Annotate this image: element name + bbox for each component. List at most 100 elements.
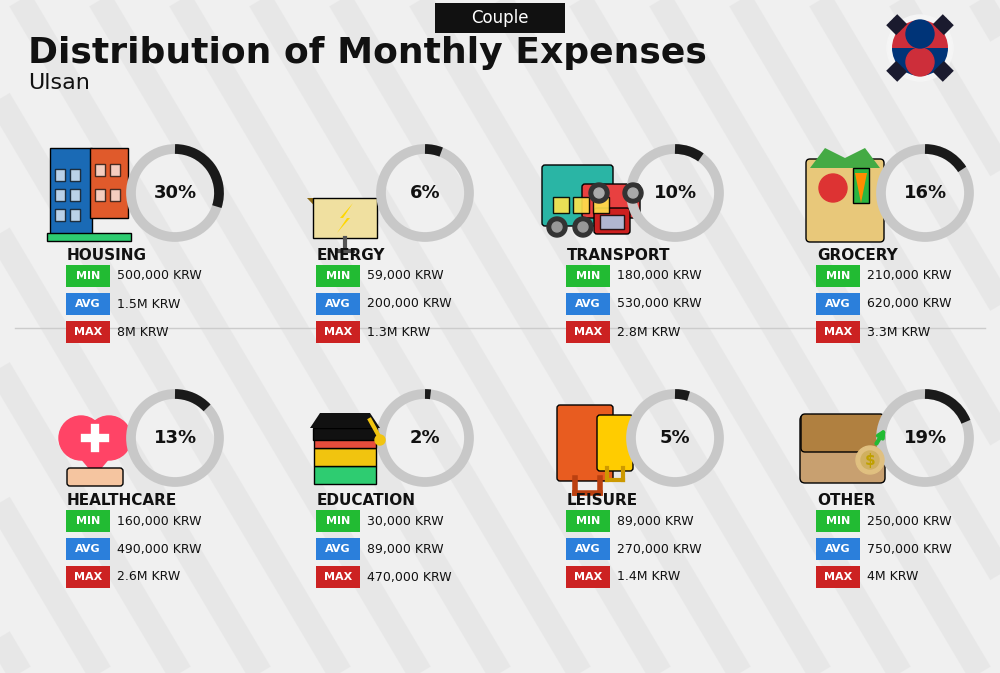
Text: 500,000 KRW: 500,000 KRW: [117, 269, 202, 283]
FancyBboxPatch shape: [566, 510, 610, 532]
Text: 1.4M KRW: 1.4M KRW: [617, 571, 680, 583]
Text: 470,000 KRW: 470,000 KRW: [367, 571, 452, 583]
Circle shape: [547, 217, 567, 237]
FancyBboxPatch shape: [801, 414, 884, 452]
Text: 8M KRW: 8M KRW: [117, 326, 168, 339]
FancyBboxPatch shape: [557, 405, 613, 481]
Text: 3.3M KRW: 3.3M KRW: [867, 326, 930, 339]
Polygon shape: [307, 198, 383, 238]
Text: Ulsan: Ulsan: [28, 73, 90, 93]
FancyBboxPatch shape: [600, 215, 624, 229]
Polygon shape: [855, 173, 867, 203]
FancyBboxPatch shape: [314, 430, 376, 448]
Text: MIN: MIN: [326, 516, 350, 526]
Text: MAX: MAX: [324, 327, 352, 337]
Text: 1.5M KRW: 1.5M KRW: [117, 297, 180, 310]
Text: 620,000 KRW: 620,000 KRW: [867, 297, 952, 310]
Text: MIN: MIN: [576, 271, 600, 281]
FancyBboxPatch shape: [816, 566, 860, 588]
Text: 30,000 KRW: 30,000 KRW: [367, 514, 444, 528]
Text: MAX: MAX: [74, 572, 102, 582]
Text: 2.6M KRW: 2.6M KRW: [117, 571, 180, 583]
Text: HOUSING: HOUSING: [67, 248, 147, 263]
Circle shape: [578, 222, 588, 232]
FancyBboxPatch shape: [66, 293, 110, 315]
Text: MAX: MAX: [74, 327, 102, 337]
Circle shape: [861, 451, 879, 469]
Circle shape: [59, 416, 103, 460]
Text: MAX: MAX: [574, 327, 602, 337]
Text: AVG: AVG: [825, 544, 851, 554]
FancyBboxPatch shape: [816, 538, 860, 560]
FancyBboxPatch shape: [95, 164, 105, 176]
FancyBboxPatch shape: [316, 510, 360, 532]
FancyBboxPatch shape: [316, 538, 360, 560]
Text: 19%: 19%: [903, 429, 947, 447]
Text: ENERGY: ENERGY: [317, 248, 386, 263]
Text: 89,000 KRW: 89,000 KRW: [367, 542, 444, 555]
FancyBboxPatch shape: [566, 293, 610, 315]
FancyBboxPatch shape: [66, 538, 110, 560]
FancyBboxPatch shape: [316, 566, 360, 588]
Text: 2.8M KRW: 2.8M KRW: [617, 326, 680, 339]
Text: GROCERY: GROCERY: [817, 248, 898, 263]
FancyBboxPatch shape: [816, 265, 860, 287]
FancyBboxPatch shape: [55, 209, 65, 221]
Text: AVG: AVG: [575, 544, 601, 554]
Text: 210,000 KRW: 210,000 KRW: [867, 269, 952, 283]
Circle shape: [856, 446, 884, 474]
Text: 16%: 16%: [903, 184, 947, 202]
Text: MIN: MIN: [326, 271, 350, 281]
FancyBboxPatch shape: [55, 169, 65, 181]
Circle shape: [573, 217, 593, 237]
Text: LEISURE: LEISURE: [567, 493, 638, 508]
Text: MAX: MAX: [824, 327, 852, 337]
Text: HEALTHCARE: HEALTHCARE: [67, 493, 177, 508]
Text: 160,000 KRW: 160,000 KRW: [117, 514, 202, 528]
Text: 180,000 KRW: 180,000 KRW: [617, 269, 702, 283]
Text: MIN: MIN: [576, 516, 600, 526]
Text: MIN: MIN: [76, 271, 100, 281]
FancyBboxPatch shape: [90, 148, 128, 218]
FancyBboxPatch shape: [110, 189, 120, 201]
Text: AVG: AVG: [325, 299, 351, 309]
Circle shape: [819, 174, 847, 202]
Circle shape: [589, 183, 609, 203]
FancyBboxPatch shape: [435, 3, 565, 33]
Text: 5%: 5%: [660, 429, 690, 447]
FancyBboxPatch shape: [594, 208, 630, 234]
Text: AVG: AVG: [75, 544, 101, 554]
FancyBboxPatch shape: [50, 148, 92, 238]
Text: MAX: MAX: [574, 572, 602, 582]
FancyBboxPatch shape: [597, 415, 633, 471]
FancyBboxPatch shape: [55, 189, 65, 201]
Text: 30%: 30%: [153, 184, 197, 202]
FancyBboxPatch shape: [66, 321, 110, 343]
Polygon shape: [310, 413, 380, 428]
FancyBboxPatch shape: [313, 428, 377, 440]
Circle shape: [87, 416, 131, 460]
Text: EDUCATION: EDUCATION: [317, 493, 416, 508]
Circle shape: [906, 48, 934, 76]
Text: AVG: AVG: [325, 544, 351, 554]
Text: 1.3M KRW: 1.3M KRW: [367, 326, 430, 339]
Text: MIN: MIN: [826, 516, 850, 526]
FancyBboxPatch shape: [70, 189, 80, 201]
FancyBboxPatch shape: [314, 448, 376, 466]
FancyBboxPatch shape: [566, 265, 610, 287]
Text: 530,000 KRW: 530,000 KRW: [617, 297, 702, 310]
Text: 89,000 KRW: 89,000 KRW: [617, 514, 694, 528]
FancyBboxPatch shape: [313, 198, 377, 238]
Text: AVG: AVG: [575, 299, 601, 309]
FancyBboxPatch shape: [70, 169, 80, 181]
FancyBboxPatch shape: [542, 165, 613, 226]
Circle shape: [375, 435, 385, 445]
FancyBboxPatch shape: [582, 184, 640, 218]
FancyBboxPatch shape: [316, 293, 360, 315]
Text: TRANSPORT: TRANSPORT: [567, 248, 670, 263]
FancyBboxPatch shape: [66, 566, 110, 588]
FancyBboxPatch shape: [66, 265, 110, 287]
FancyBboxPatch shape: [553, 197, 569, 213]
FancyBboxPatch shape: [70, 209, 80, 221]
Circle shape: [594, 188, 604, 198]
